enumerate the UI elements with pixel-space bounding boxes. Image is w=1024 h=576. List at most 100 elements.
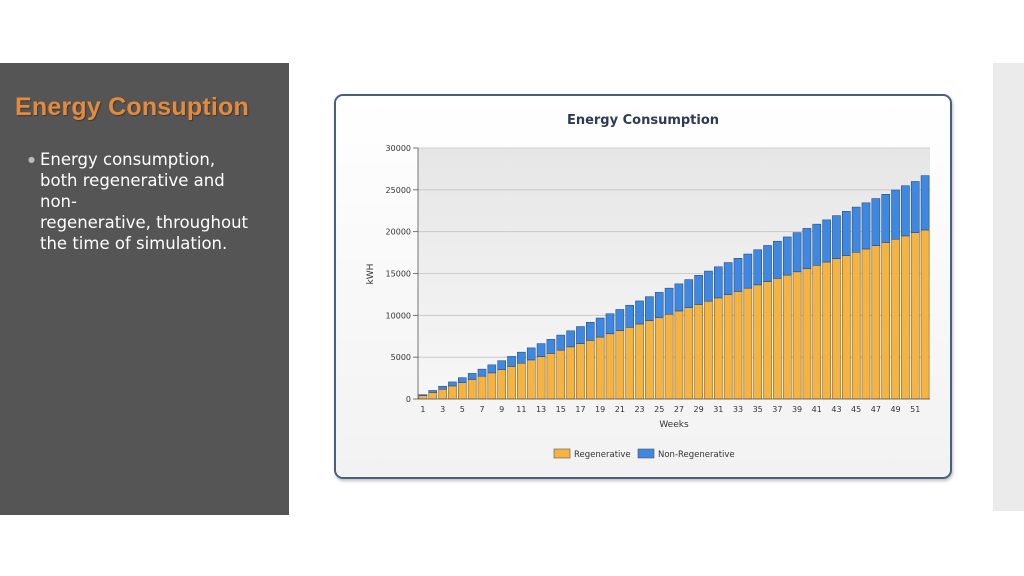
bar-regenerative xyxy=(714,297,723,400)
x-tick-label: 23 xyxy=(634,405,644,414)
chart-frame: Energy Consumption 0 5000 10000 15000 20000 2… xyxy=(334,94,952,479)
x-tick-label: 37 xyxy=(772,405,782,414)
bar-non-regenerative xyxy=(674,283,684,312)
bar-non-regenerative xyxy=(723,262,733,295)
bar-regenerative xyxy=(881,242,890,400)
bar-non-regenerative xyxy=(635,300,644,325)
x-tick-label: 19 xyxy=(595,405,605,414)
y-axis: 0 5000 10000 15000 20000 25000 30000 xyxy=(386,144,419,404)
bar-regenerative xyxy=(802,268,812,400)
x-tick-label: 9 xyxy=(499,405,504,414)
bar-regenerative xyxy=(664,313,674,400)
bar-regenerative xyxy=(910,232,920,400)
bar-regenerative xyxy=(448,385,457,400)
x-tick-label: 49 xyxy=(890,405,900,414)
bar-regenerative xyxy=(556,349,566,400)
bar-non-regenerative xyxy=(576,326,585,344)
bar-non-regenerative xyxy=(438,385,447,390)
bullet-line: Energy consumption, xyxy=(40,150,216,169)
bar-regenerative xyxy=(477,375,487,400)
bar-non-regenerative xyxy=(802,228,812,269)
bullet-line: non- xyxy=(40,192,77,211)
x-tick-label: 41 xyxy=(812,405,822,414)
bar-non-regenerative xyxy=(842,211,851,256)
chart-title: Energy Consumption xyxy=(567,113,719,128)
bar-regenerative xyxy=(438,388,447,400)
bar-non-regenerative xyxy=(428,390,438,393)
bar-non-regenerative xyxy=(418,394,428,396)
bar-non-regenerative xyxy=(763,245,772,282)
bar-non-regenerative xyxy=(605,313,615,335)
x-tick-label: 11 xyxy=(516,405,526,414)
x-axis-label: Weeks xyxy=(659,420,689,430)
y-tick-label: 0 xyxy=(406,395,411,404)
bar-regenerative xyxy=(684,307,694,400)
bar-non-regenerative xyxy=(792,232,802,273)
bar-regenerative xyxy=(733,291,743,400)
x-tick-label: 7 xyxy=(479,405,484,414)
energy-chart: Energy Consumption 0 5000 10000 15000 20000 2… xyxy=(336,96,950,477)
x-tick-label: 35 xyxy=(753,405,763,414)
bar-regenerative xyxy=(920,229,930,400)
bar-regenerative xyxy=(871,245,881,400)
bar-non-regenerative xyxy=(901,185,910,237)
bar-regenerative xyxy=(576,343,585,400)
bar-non-regenerative xyxy=(704,270,713,302)
bar-regenerative xyxy=(586,340,595,400)
y-tick-label: 25000 xyxy=(386,186,411,195)
bar-non-regenerative xyxy=(664,287,674,315)
bar-non-regenerative xyxy=(517,351,526,364)
bar-non-regenerative xyxy=(753,249,762,286)
x-tick-label: 17 xyxy=(575,405,585,414)
x-tick-label: 31 xyxy=(713,405,723,414)
bar-regenerative xyxy=(418,395,428,400)
bar-regenerative xyxy=(507,366,516,400)
bar-regenerative xyxy=(723,294,733,400)
bar-non-regenerative xyxy=(743,253,753,289)
x-tick-label: 21 xyxy=(615,405,625,414)
bar-non-regenerative xyxy=(546,339,556,354)
x-tick-label: 47 xyxy=(871,405,881,414)
bar-non-regenerative xyxy=(832,215,841,260)
bar-regenerative xyxy=(792,271,802,400)
bar-non-regenerative xyxy=(487,364,497,374)
x-tick-label: 25 xyxy=(654,405,664,414)
bullet-dot-icon: ● xyxy=(28,155,35,164)
bar-non-regenerative xyxy=(477,368,487,377)
bar-regenerative xyxy=(822,261,831,400)
bar-regenerative xyxy=(428,392,438,400)
bar-regenerative xyxy=(753,284,762,400)
bar-non-regenerative xyxy=(773,240,782,279)
bar-non-regenerative xyxy=(822,219,831,263)
y-tick-label: 5000 xyxy=(391,353,411,362)
legend-swatch-regenerative xyxy=(553,448,571,459)
bar-regenerative xyxy=(832,258,841,400)
bar-regenerative xyxy=(526,359,536,400)
bar-regenerative xyxy=(901,235,910,400)
bar-non-regenerative xyxy=(910,181,920,233)
bar-non-regenerative xyxy=(782,236,792,276)
bar-regenerative xyxy=(861,248,871,400)
x-tick-label: 27 xyxy=(674,405,684,414)
x-tick-label: 29 xyxy=(694,405,704,414)
legend-label-regenerative: Regenerative xyxy=(574,450,631,460)
bar-non-regenerative xyxy=(467,373,477,380)
y-tick-label: 10000 xyxy=(386,311,411,320)
bar-regenerative xyxy=(566,346,575,400)
bar-regenerative xyxy=(763,281,772,400)
bar-regenerative xyxy=(812,265,822,400)
bullet-line: the time of simulation. xyxy=(40,234,228,253)
bar-regenerative xyxy=(487,372,497,400)
bar-non-regenerative xyxy=(861,202,871,250)
bar-regenerative xyxy=(694,304,703,400)
bar-non-regenerative xyxy=(694,275,703,305)
bar-regenerative xyxy=(458,382,467,400)
bar-non-regenerative xyxy=(645,296,654,322)
left-panel: Energy Consuption ● Energy consumption, … xyxy=(0,63,289,515)
bar-non-regenerative xyxy=(654,292,664,318)
slide-title: Energy Consuption xyxy=(15,93,249,121)
bar-non-regenerative xyxy=(566,330,575,348)
bars xyxy=(418,175,930,400)
bullet-text: Energy consumption, both regenerative an… xyxy=(40,149,248,254)
bar-regenerative xyxy=(517,362,526,400)
